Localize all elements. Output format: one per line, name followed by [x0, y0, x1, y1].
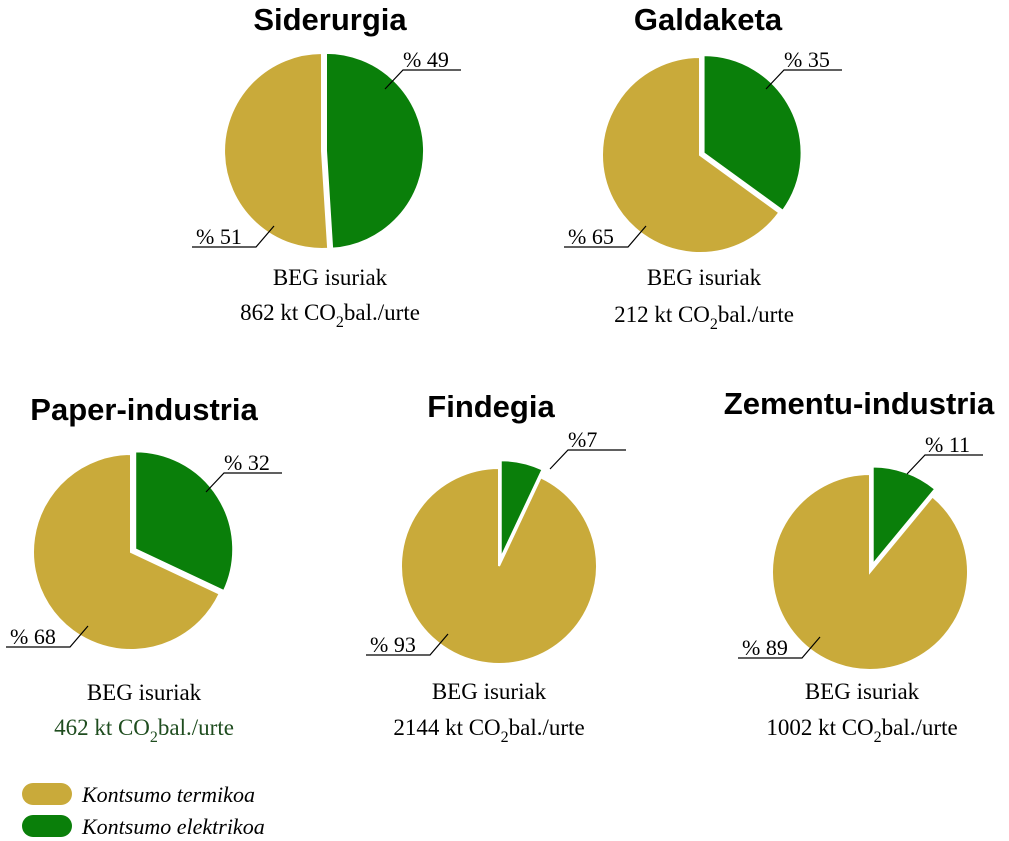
- caption-unit: bal./urte: [718, 302, 794, 327]
- pie-slice-electric: [871, 465, 937, 568]
- caption-heading: BEG isuriak: [432, 679, 547, 704]
- slice-label-electric: %7: [568, 427, 597, 452]
- pie-slice-thermal: [601, 55, 781, 254]
- caption-unit: bal./urte: [158, 715, 234, 740]
- slice-label-electric: % 49: [403, 47, 449, 72]
- caption-value: 462 kt CO: [54, 715, 150, 740]
- pie-chart-2: Paper-industria % 68 % 32 BEG isuriak 462 kt…: [6, 392, 282, 746]
- leader-line-electric: [384, 69, 461, 90]
- caption-value: 862 kt CO: [240, 300, 336, 325]
- chart-title: Siderurgia: [253, 2, 407, 37]
- caption-unit: bal./urte: [509, 715, 585, 740]
- pie-slice-electric: [702, 54, 803, 213]
- caption-unit: bal./urte: [344, 300, 420, 325]
- slice-label-electric: % 11: [925, 432, 970, 457]
- leader-line-thermal: [366, 633, 449, 656]
- leader-line-thermal: [192, 225, 275, 248]
- slice-label-electric: % 35: [784, 47, 830, 72]
- pie-chart-3: Findegia % 93 %7 BEG isuriak 2144 kt CO2bal.…: [366, 389, 626, 746]
- caption-heading: BEG isuriak: [273, 265, 388, 290]
- pie-slice-thermal: [400, 466, 598, 665]
- caption-unit: bal./urte: [882, 715, 958, 740]
- caption-emissions: 1002 kt CO2bal./urte: [766, 715, 957, 746]
- caption-subscript: 2: [501, 729, 509, 746]
- caption-heading: BEG isuriak: [805, 679, 920, 704]
- pie-slice-thermal: [771, 472, 969, 671]
- caption-emissions: 862 kt CO2bal./urte: [240, 300, 420, 331]
- slice-label-thermal: % 89: [742, 635, 788, 660]
- pie-slice-electric: [134, 450, 235, 593]
- leader-line-thermal: [6, 625, 89, 648]
- caption-heading: BEG isuriak: [647, 265, 762, 290]
- leader-line-electric: [205, 472, 282, 493]
- legend-swatch-electric: [22, 815, 72, 837]
- caption-emissions: 462 kt CO2bal./urte: [54, 715, 234, 746]
- caption-emissions: 212 kt CO2bal./urte: [614, 302, 794, 333]
- chart-title: Findegia: [427, 389, 555, 424]
- caption-value: 1002 kt CO: [766, 715, 873, 740]
- caption-subscript: 2: [336, 314, 344, 331]
- pie-chart-1: Galdaketa % 65 % 35 BEG isuriak 212 kt CO2ba…: [564, 2, 842, 333]
- leader-line-thermal: [564, 225, 647, 248]
- leader-line-thermal: [738, 636, 821, 659]
- caption-subscript: 2: [150, 729, 158, 746]
- leader-line-electric: [549, 449, 626, 470]
- caption-value: 212 kt CO: [614, 302, 710, 327]
- caption-value: 2144 kt CO: [393, 715, 500, 740]
- caption-subscript: 2: [874, 729, 882, 746]
- pie-chart-4: Zementu-industria % 89 % 11 BEG isuriak 1002…: [724, 386, 995, 746]
- legend-swatch-thermal: [22, 783, 72, 805]
- slice-label-thermal: % 65: [568, 224, 614, 249]
- pie-slice-thermal: [32, 452, 222, 651]
- chart-title: Zementu-industria: [724, 386, 995, 421]
- legend-label-thermal: Kontsumo termikoa: [81, 782, 255, 807]
- pie-slice-electric: [324, 51, 426, 250]
- caption-heading: BEG isuriak: [87, 680, 202, 705]
- caption-emissions: 2144 kt CO2bal./urte: [393, 715, 584, 746]
- caption-subscript: 2: [710, 316, 718, 333]
- chart-title: Galdaketa: [634, 2, 783, 37]
- legend: Kontsumo termikoa Kontsumo elektrikoa: [22, 782, 265, 839]
- slice-label-thermal: % 93: [370, 632, 416, 657]
- slice-label-electric: % 32: [224, 450, 270, 475]
- slice-label-thermal: % 68: [10, 624, 56, 649]
- pie-slice-thermal: [223, 51, 330, 250]
- leader-line-electric: [765, 69, 842, 90]
- pie-chart-0: Siderurgia % 51 % 49 BEG isuriak 862 kt CO2b…: [192, 2, 461, 331]
- pie-slice-electric: [499, 459, 544, 559]
- chart-title: Paper-industria: [30, 392, 258, 427]
- legend-label-electric: Kontsumo elektrikoa: [81, 814, 265, 839]
- leader-line-electric: [906, 454, 983, 475]
- slice-label-thermal: % 51: [196, 224, 242, 249]
